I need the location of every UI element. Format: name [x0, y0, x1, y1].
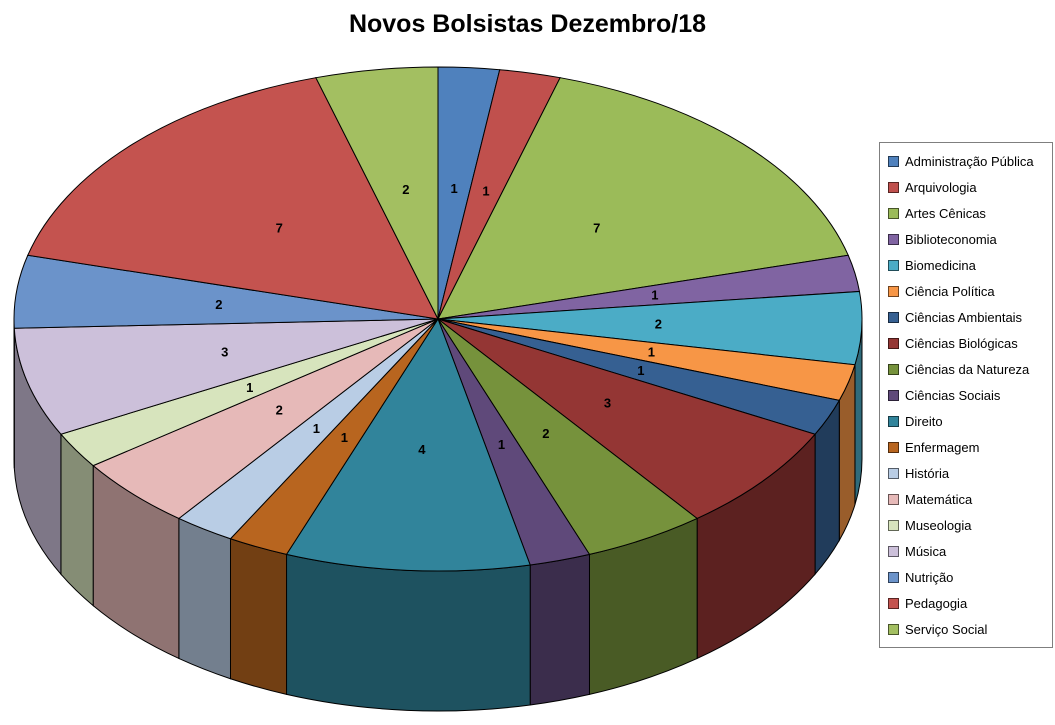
- legend-item: Museologia: [888, 512, 1048, 538]
- legend-item: Serviço Social: [888, 616, 1048, 642]
- slice-value-label: 2: [215, 297, 222, 312]
- slice-value-label: 1: [341, 430, 348, 445]
- legend-item: Biblioteconomia: [888, 226, 1048, 252]
- legend-swatch: [888, 311, 899, 323]
- slice-value-label: 3: [604, 395, 611, 410]
- legend-label: Pedagogia: [905, 595, 968, 611]
- legend-item: Pedagogia: [888, 590, 1048, 616]
- legend-item: Matemática: [888, 486, 1048, 512]
- legend-swatch: [888, 519, 899, 531]
- legend-label: Biomedicina: [905, 257, 976, 273]
- legend-item: Ciências Biológicas: [888, 330, 1048, 356]
- slice-value-label: 2: [402, 182, 409, 197]
- slice-value-label: 1: [637, 363, 644, 378]
- legend-swatch: [888, 545, 899, 557]
- legend-swatch: [888, 181, 899, 193]
- pie-slice-side: [286, 553, 531, 712]
- slice-value-label: 1: [651, 288, 658, 303]
- legend-item: Ciências Sociais: [888, 382, 1048, 408]
- legend-label: Enfermagem: [905, 439, 980, 455]
- legend-swatch: [888, 285, 899, 297]
- legend-swatch: [888, 259, 899, 271]
- legend-swatch: [888, 363, 899, 375]
- legend-label: Ciência Política: [905, 283, 995, 299]
- slice-value-label: 2: [542, 426, 549, 441]
- legend-item: Biomedicina: [888, 252, 1048, 278]
- legend-label: Museologia: [905, 517, 972, 533]
- legend-item: História: [888, 460, 1048, 486]
- pie-slice-side: [178, 517, 231, 680]
- slice-value-label: 1: [482, 184, 489, 199]
- pie-slice: [13, 318, 439, 435]
- slice-value-label: 1: [450, 181, 457, 196]
- legend-item: Ciências da Natureza: [888, 356, 1048, 382]
- slice-value-label: 1: [498, 437, 505, 452]
- legend-item: Enfermagem: [888, 434, 1048, 460]
- legend-label: Nutrição: [905, 569, 954, 585]
- legend-label: Música: [905, 543, 947, 559]
- legend-swatch: [888, 155, 899, 167]
- legend-item: Nutrição: [888, 564, 1048, 590]
- legend-swatch: [888, 571, 899, 583]
- legend-swatch: [888, 207, 899, 219]
- legend-item: Ciências Ambientais: [888, 304, 1048, 330]
- pie-slice: [315, 66, 439, 320]
- legend-item: Ciência Política: [888, 278, 1048, 304]
- legend-swatch: [888, 441, 899, 453]
- legend-item: Arquivologia: [888, 174, 1048, 200]
- legend-swatch: [888, 233, 899, 245]
- slice-value-label: 1: [648, 345, 655, 360]
- legend-swatch: [888, 597, 899, 609]
- legend-item: Artes Cênicas: [888, 200, 1048, 226]
- pie-slice-side: [229, 538, 288, 695]
- slice-value-label: 7: [276, 221, 283, 236]
- legend-item: Música: [888, 538, 1048, 564]
- legend-item: Administração Pública: [888, 148, 1048, 174]
- legend-label: Biblioteconomia: [905, 231, 997, 247]
- chart-title: Novos Bolsistas Dezembro/18: [348, 10, 707, 38]
- legend-item: Direito: [888, 408, 1048, 434]
- legend-swatch: [888, 415, 899, 427]
- slice-value-label: 2: [655, 316, 662, 331]
- slice-value-label: 7: [593, 221, 600, 236]
- slice-value-label: 1: [246, 380, 253, 395]
- slice-value-label: 3: [221, 345, 228, 360]
- legend-label: Ciências Biológicas: [905, 335, 1018, 351]
- legend-label: Arquivologia: [905, 179, 977, 195]
- legend-swatch: [888, 493, 899, 505]
- legend-label: Administração Pública: [905, 153, 1034, 169]
- pie-slice: [437, 77, 849, 320]
- slice-value-label: 1: [313, 421, 320, 436]
- legend-swatch: [888, 623, 899, 635]
- legend-label: Ciências da Natureza: [905, 361, 1030, 377]
- legend-label: Ciências Sociais: [905, 387, 1001, 403]
- slice-value-label: 2: [276, 402, 283, 417]
- legend-label: História: [905, 465, 950, 481]
- legend-swatch: [888, 467, 899, 479]
- legend-label: Serviço Social: [905, 621, 988, 637]
- legend-swatch: [888, 389, 899, 401]
- legend-label: Ciências Ambientais: [905, 309, 1023, 325]
- legend-label: Artes Cênicas: [905, 205, 986, 221]
- pie-slice: [285, 317, 531, 572]
- pie-slice: [437, 318, 816, 520]
- legend-label: Matemática: [905, 491, 973, 507]
- pie-slice-side: [529, 553, 590, 706]
- legend: Administração Pública Arquivologia Artes C…: [879, 142, 1053, 648]
- legend-swatch: [888, 337, 899, 349]
- pie-slice: [27, 77, 439, 320]
- slice-value-label: 4: [418, 442, 426, 457]
- legend-label: Direito: [905, 413, 943, 429]
